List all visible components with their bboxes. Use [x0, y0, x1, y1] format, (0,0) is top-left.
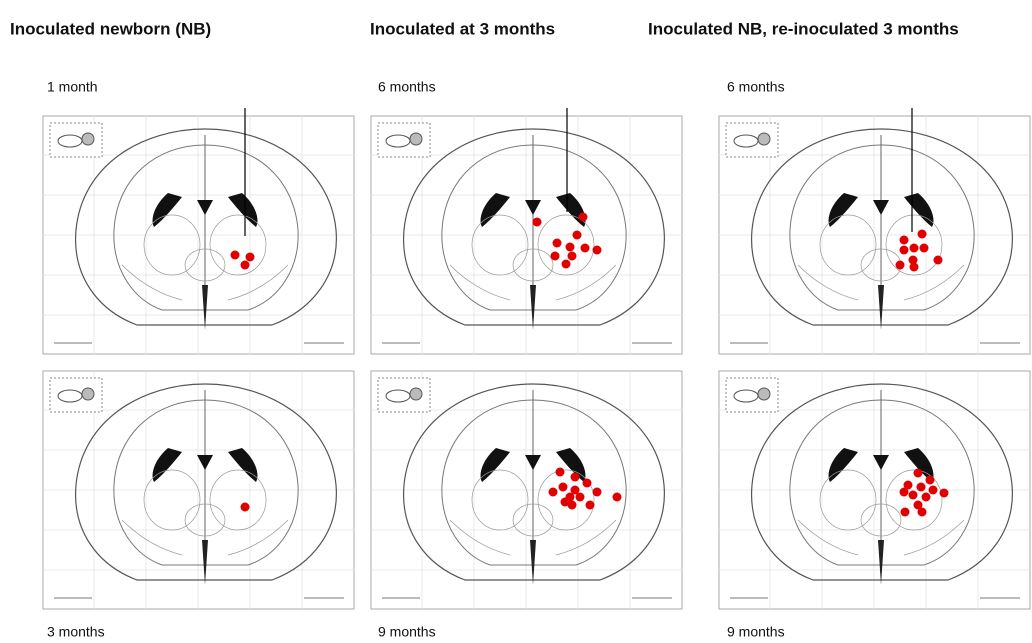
panel-label: 9 months — [727, 624, 785, 640]
brain-section — [370, 370, 683, 610]
figure-canvas: Inoculated newborn (NB) Inoculated at 3 … — [0, 0, 1032, 643]
panel-label: 1 month — [47, 79, 98, 95]
brain-section — [718, 370, 1031, 610]
brain-section — [42, 370, 355, 610]
panel-label: 6 months — [727, 79, 785, 95]
panel-label: 3 months — [47, 624, 105, 640]
panel-label: 9 months — [378, 624, 436, 640]
figure: Inoculated newborn (NB) Inoculated at 3 … — [0, 0, 1032, 643]
column-title: Inoculated newborn (NB) — [10, 19, 211, 38]
brain-section — [718, 115, 1031, 355]
panel-label: 6 months — [378, 79, 436, 95]
column-title: Inoculated at 3 months — [370, 19, 555, 38]
column-title: Inoculated NB, re-inoculated 3 months — [648, 19, 959, 38]
brain-section — [42, 115, 355, 355]
brain-section — [370, 115, 683, 355]
